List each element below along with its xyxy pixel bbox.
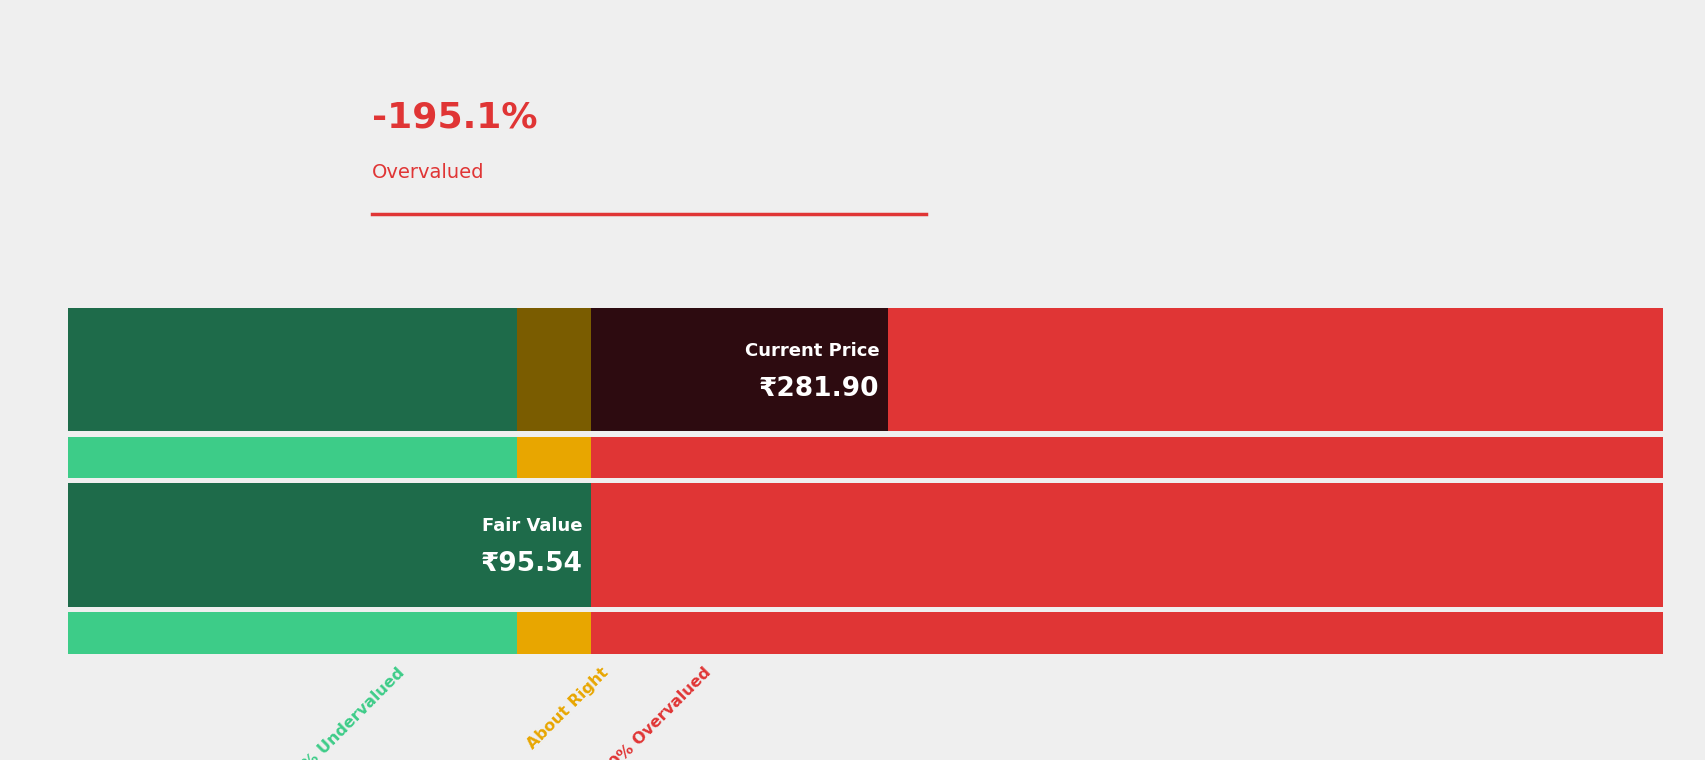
Bar bbox=[68, 483, 517, 607]
Bar bbox=[517, 613, 590, 654]
Bar bbox=[68, 437, 517, 478]
Text: ₹95.54: ₹95.54 bbox=[479, 551, 581, 577]
Bar bbox=[517, 308, 590, 432]
Bar bbox=[590, 483, 1662, 607]
Text: Overvalued: Overvalued bbox=[372, 163, 484, 182]
Text: About Right: About Right bbox=[525, 665, 612, 752]
Text: 20% Undervalued: 20% Undervalued bbox=[285, 665, 407, 760]
Bar bbox=[590, 437, 1662, 478]
Text: ₹281.90: ₹281.90 bbox=[759, 375, 880, 401]
Bar bbox=[590, 308, 1662, 432]
Bar bbox=[590, 613, 1662, 654]
Text: -195.1%: -195.1% bbox=[372, 101, 537, 135]
Bar bbox=[68, 483, 590, 607]
Bar bbox=[517, 483, 590, 607]
Text: Fair Value: Fair Value bbox=[481, 518, 581, 535]
Bar bbox=[68, 613, 517, 654]
Text: Current Price: Current Price bbox=[745, 342, 880, 359]
Bar bbox=[590, 308, 888, 432]
Bar bbox=[517, 437, 590, 478]
Bar bbox=[68, 308, 517, 432]
Text: 20% Overvalued: 20% Overvalued bbox=[598, 665, 713, 760]
